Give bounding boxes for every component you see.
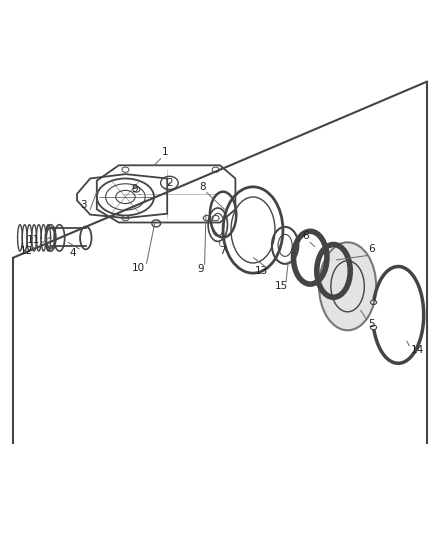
Text: 6: 6: [302, 231, 309, 241]
Text: 4: 4: [69, 248, 76, 259]
Text: 15: 15: [275, 281, 288, 292]
Text: 11: 11: [26, 235, 40, 245]
Text: 10: 10: [132, 263, 145, 273]
Text: 9: 9: [197, 264, 204, 274]
Text: 3: 3: [80, 200, 87, 210]
Text: 6: 6: [368, 244, 375, 254]
Text: 9: 9: [131, 184, 138, 195]
Text: 8: 8: [199, 182, 206, 192]
Text: 5: 5: [368, 319, 375, 329]
Text: 12: 12: [20, 246, 33, 256]
Text: 2: 2: [166, 178, 173, 188]
Ellipse shape: [319, 243, 376, 330]
Text: 14: 14: [411, 345, 424, 355]
Text: 13: 13: [255, 266, 268, 276]
Text: 1: 1: [161, 147, 169, 157]
Text: 7: 7: [219, 246, 226, 256]
